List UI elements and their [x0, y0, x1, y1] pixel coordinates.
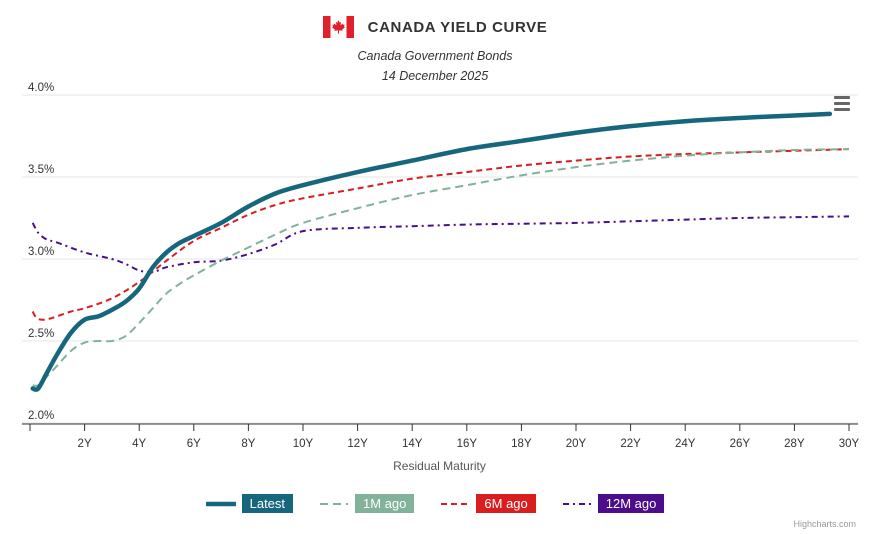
canada-flag-icon — [322, 16, 354, 38]
series-line-6m-ago — [31, 148, 850, 321]
x-tick-label: 26Y — [730, 438, 751, 450]
legend-label: 1M ago — [355, 494, 415, 513]
series-line-latest — [30, 111, 833, 392]
chart-menu-button[interactable] — [832, 96, 852, 114]
x-tick-label: 16Y — [457, 438, 478, 450]
series-lines — [30, 111, 850, 392]
legend-label: 12M ago — [597, 494, 665, 513]
menu-bar-icon — [834, 108, 850, 111]
x-tick-label: 8Y — [241, 438, 255, 450]
x-tick-label: 24Y — [675, 438, 696, 450]
legend-item-latest[interactable]: Latest — [205, 494, 294, 513]
chart-subtitle: Canada Government Bonds — [357, 49, 513, 63]
menu-bar-icon — [834, 96, 850, 99]
menu-bar-icon — [834, 102, 850, 105]
series-line-12m-ago — [31, 215, 850, 274]
legend: Latest 1M ago 6M ago 12M ago — [0, 494, 870, 513]
x-tick-label: 20Y — [566, 438, 587, 450]
legend-item-6m-ago[interactable]: 6M ago — [440, 494, 536, 513]
chart-header: CANADA YIELD CURVE Canada Government Bon… — [0, 14, 870, 86]
x-tick-label: 14Y — [402, 438, 423, 450]
grid-lines — [22, 94, 858, 424]
legend-label: Latest — [241, 494, 294, 513]
y-tick-label: 2.5% — [28, 328, 54, 340]
y-tick-label: 3.0% — [28, 246, 54, 258]
legend-symbol — [562, 502, 591, 505]
legend-label: 6M ago — [476, 494, 536, 513]
legend-item-1m-ago[interactable]: 1M ago — [319, 494, 415, 513]
x-tick-label: 30Y — [839, 438, 860, 450]
y-tick-label: 3.5% — [28, 164, 54, 176]
x-tick-label: 28Y — [784, 438, 805, 450]
x-axis-title: Residual Maturity — [393, 459, 486, 473]
legend-symbol — [441, 502, 470, 505]
x-tick-label: 4Y — [132, 438, 146, 450]
legend-symbol — [205, 501, 236, 506]
credits-link[interactable]: Highcharts.com — [793, 519, 856, 529]
series-line-1m-ago — [32, 148, 850, 387]
y-tick-label: 2.0% — [28, 410, 54, 422]
x-tick-label: 10Y — [293, 438, 314, 450]
title-row: CANADA YIELD CURVE — [0, 14, 870, 40]
x-tick-label: 18Y — [511, 438, 532, 450]
chart-title: CANADA YIELD CURVE — [367, 18, 548, 36]
x-tick-label: 6Y — [187, 438, 201, 450]
legend-item-12m-ago[interactable]: 12M ago — [562, 494, 665, 513]
legend-symbol — [320, 502, 349, 505]
axes: 2.0% 2.5% 3.0% 3.5% 4.0% 2Y 4Y 6Y 8Y 10Y 12Y 14Y 16Y… — [22, 82, 860, 473]
x-tick-label: 2Y — [78, 438, 92, 450]
x-tick-label: 22Y — [620, 438, 641, 450]
x-tick-label: 12Y — [347, 438, 368, 450]
y-tick-label: 4.0% — [28, 82, 54, 94]
chart-date: 14 December 2025 — [381, 69, 489, 83]
